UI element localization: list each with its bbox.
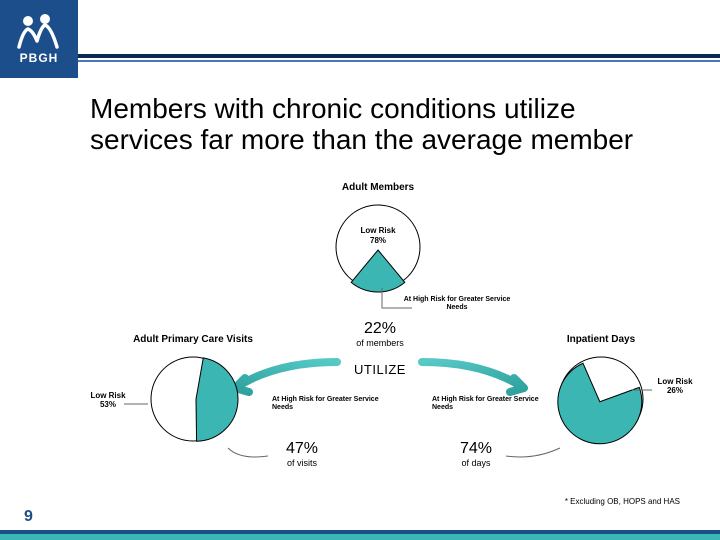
people-icon [13, 13, 65, 49]
top-highrisk-label: At High Risk for Greater Service Needs [402, 296, 512, 311]
left-low-leader [124, 398, 152, 410]
brand-logo: PBGH [0, 0, 78, 78]
left-callout-pct: 47% [262, 440, 342, 458]
top-highrisk-callout: At High Risk for Greater Service Needs [402, 296, 512, 311]
logo-text: PBGH [20, 51, 59, 65]
top-callout-sub: of members [335, 338, 425, 348]
right-pie-low-label-group: Low Risk 26% [652, 378, 698, 396]
footer-rule-teal [0, 534, 720, 540]
slide: PBGH Members with chronic conditions uti… [0, 0, 720, 540]
header-rule-light [78, 60, 720, 62]
left-pie-chart [143, 349, 243, 449]
slide-title: Members with chronic conditions utilize … [90, 94, 680, 156]
page-number: 9 [24, 508, 33, 526]
footnote: * Excluding OB, HOPS and HAS [565, 497, 680, 506]
top-pct-group: 22% of members [335, 320, 425, 348]
right-highrisk-callout: At High Risk for Greater Service Needs [432, 396, 542, 411]
right-pie-chart [551, 349, 651, 449]
top-pie-title: Adult Members [318, 182, 438, 193]
right-pie-title: Inpatient Days [536, 334, 666, 345]
left-pie-title: Adult Primary Care Visits [118, 334, 268, 345]
left-callout-sub: of visits [262, 458, 342, 468]
top-pie-chart: Low Risk 78% [328, 197, 428, 297]
utilize-label: UTILIZE [335, 362, 425, 377]
right-highrisk-label: At High Risk for Greater Service Needs [432, 396, 542, 411]
top-callout-pct: 22% [335, 320, 425, 338]
top-pie-low-label: Low Risk [360, 226, 396, 235]
right-high-leader [504, 446, 564, 464]
left-pct-group: 47% of visits [262, 440, 342, 468]
left-highrisk-label: At High Risk for Greater Service Needs [272, 396, 382, 411]
top-leader-line [376, 286, 416, 322]
top-pie-group: Adult Members Low Risk 78% [318, 182, 438, 297]
top-pie-low-pct: 78% [370, 236, 386, 245]
left-high-leader [226, 446, 272, 464]
header-rule-dark [78, 54, 720, 58]
left-highrisk-callout: At High Risk for Greater Service Needs [272, 396, 382, 411]
right-low-pct: 26% [652, 387, 698, 396]
right-low-leader [632, 384, 656, 396]
left-pie-group: Adult Primary Care Visits [118, 334, 268, 449]
